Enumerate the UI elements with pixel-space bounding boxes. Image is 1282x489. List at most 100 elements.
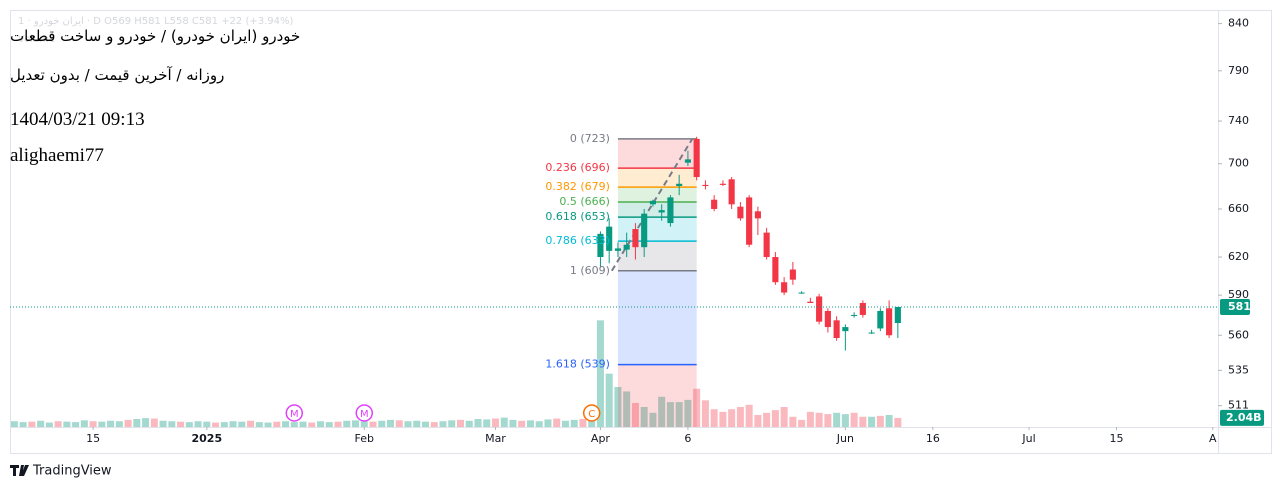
candle-body <box>632 229 639 248</box>
volume-bar <box>124 419 132 427</box>
volume-bar <box>229 421 237 427</box>
x-tick-label: Jun <box>836 432 854 445</box>
volume-bar <box>771 410 779 427</box>
event-marker <box>582 404 601 422</box>
x-tick-label: Apr <box>591 432 611 445</box>
last-volume-box <box>1220 409 1264 426</box>
y-tick-label: 790 <box>1228 64 1249 77</box>
candle-body <box>693 138 700 178</box>
volume-bar <box>212 422 220 427</box>
logo: TradingView <box>10 464 112 479</box>
candle-body <box>816 296 823 322</box>
volume-bar <box>19 422 27 427</box>
volume-bar <box>255 422 263 427</box>
volume-bar <box>404 421 412 427</box>
candle-body <box>606 226 613 251</box>
volume-bar <box>203 421 211 427</box>
volume-bar <box>45 422 53 427</box>
candle-body <box>824 310 831 328</box>
volume-bar <box>369 421 377 427</box>
x-tick-label: 2025 <box>192 432 223 445</box>
fib-label: 0.618 (653) <box>545 210 610 223</box>
candle-body <box>649 200 656 205</box>
candle-body <box>754 211 761 219</box>
data-layer <box>10 136 1218 366</box>
candle-body <box>763 232 770 258</box>
candle-body <box>894 306 901 324</box>
volume-bar <box>614 387 622 427</box>
volume-bar <box>395 420 403 427</box>
volume-bar <box>701 400 709 427</box>
volume-bar <box>168 421 176 427</box>
candle-body <box>719 183 726 185</box>
volume-bar <box>693 388 701 427</box>
last-volume-label: 2.04B <box>1226 411 1262 424</box>
y-tick-label: 740 <box>1228 114 1249 127</box>
volume-bar <box>299 421 307 427</box>
candle-body <box>789 269 796 280</box>
fib-extension <box>617 364 697 427</box>
volume-bar <box>37 420 45 427</box>
volume-bar <box>745 404 753 427</box>
volume-bar <box>894 417 902 427</box>
volume-bar <box>98 421 106 427</box>
volume-bar <box>815 412 823 427</box>
volume-bar <box>159 420 167 427</box>
volume-bar <box>107 420 115 427</box>
volume-bar <box>789 416 797 427</box>
fib-label: 0.5 (666) <box>559 195 610 208</box>
volume-bar <box>308 422 316 427</box>
x-tick-label: Jul <box>1021 432 1035 445</box>
candle-body <box>728 179 735 205</box>
volume-bar <box>570 419 578 427</box>
fib-band <box>617 241 697 271</box>
volume-bar <box>719 411 727 427</box>
candle-body <box>737 206 744 219</box>
x-tick-label: 16 <box>926 432 940 445</box>
volume-bar <box>666 402 674 427</box>
volume-bar <box>605 373 613 427</box>
volume-bar <box>133 419 141 427</box>
candle-body <box>623 244 630 250</box>
last-price-label: 581 <box>1228 300 1251 313</box>
volume-bar <box>54 421 62 427</box>
fib-band <box>617 187 697 203</box>
volume-bar <box>728 409 736 427</box>
volume-bar <box>387 419 395 427</box>
candle-body <box>641 213 648 248</box>
x-tick-label: 15 <box>1110 432 1124 445</box>
volume-bar <box>640 407 648 427</box>
volume-bar <box>334 421 342 427</box>
candle-body <box>798 292 805 294</box>
y-tick-label: 620 <box>1228 250 1249 263</box>
volume-bar <box>483 419 491 427</box>
chart-subtitle: روزانه / آخرین قیمت / بدون تعدیل <box>10 66 225 84</box>
volume-bar <box>631 403 639 427</box>
volume-bar <box>290 422 298 427</box>
volume-bar <box>378 420 386 427</box>
volume-bar <box>876 415 884 427</box>
candle-body <box>676 183 683 187</box>
frame <box>10 10 1272 454</box>
fib-band <box>617 202 697 218</box>
background-layer <box>10 138 902 427</box>
volume-bar <box>465 420 473 427</box>
author: alighaemi77 <box>10 145 104 166</box>
y-tick-label: 535 <box>1228 363 1249 376</box>
candle-body <box>614 248 621 251</box>
event-marker-label: M <box>360 409 369 420</box>
candle-body <box>833 320 840 339</box>
volume-bar <box>89 421 97 427</box>
volume-bar <box>28 421 36 427</box>
volume-bar <box>841 414 849 427</box>
x-tick-label: Mar <box>485 432 506 445</box>
volume-bar <box>238 421 246 427</box>
event-marker-label: C <box>588 409 595 420</box>
candle-body <box>711 199 718 209</box>
volume-bar <box>623 391 631 427</box>
candle-body <box>658 210 665 213</box>
volume-bar <box>798 419 806 427</box>
volume-bar <box>325 422 333 427</box>
